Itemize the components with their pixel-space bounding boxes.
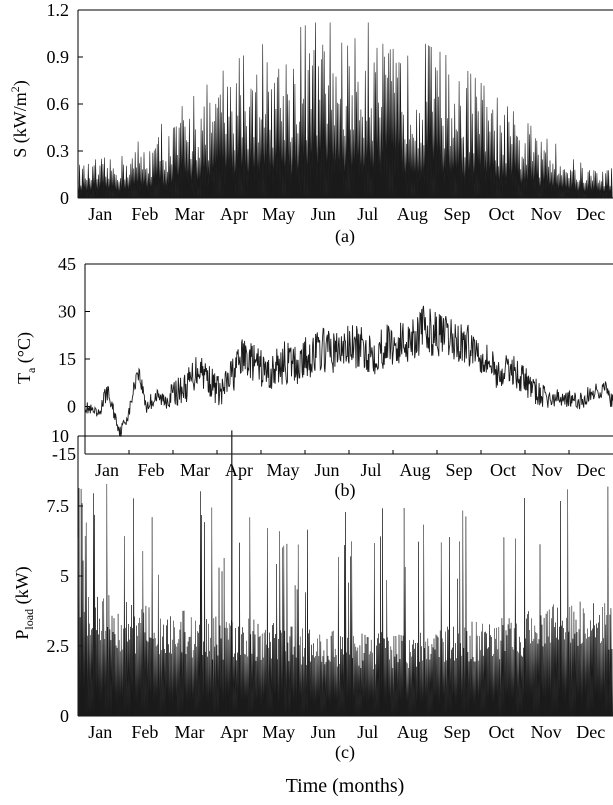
x-tick-label: Sep (446, 460, 473, 480)
figure-xlabel: Time (months) (286, 775, 405, 797)
x-tick-label: Nov (531, 204, 562, 224)
x-tick-label: Aug (397, 204, 428, 224)
x-tick-label: Jan (95, 460, 119, 480)
y-tick-label: 0 (67, 397, 76, 417)
series-load-power (77, 483, 613, 717)
x-tick-label: May (262, 722, 295, 742)
y-tick-label: 15 (58, 349, 76, 369)
y-tick-label: 0 (60, 706, 69, 726)
panel-c-ylabel-sub: load (22, 609, 36, 630)
panel-b-ylabel: Ta (°C) (14, 332, 38, 384)
panel-b-ambient-temperature: Ta (°C) (b) -15 0 15 30 45 Jan Feb Mar Apr May Jun… (14, 254, 613, 501)
panel-c-load-power: Pload (kW) (c) 0 2.5 5 7.5 10 Jan Feb Mar Apr May… (12, 426, 613, 763)
y-tick-label: 30 (58, 302, 76, 322)
y-tick-label: 1.2 (47, 0, 70, 20)
series-solar-irradiance (77, 22, 613, 199)
x-tick-label: Jul (357, 722, 378, 742)
x-tick-label: Jan (88, 204, 112, 224)
x-tick-label: May (267, 460, 300, 480)
panel-b-caption: (b) (335, 480, 356, 501)
x-tick-label: Jul (360, 460, 381, 480)
x-tick-label: Feb (131, 204, 158, 224)
x-tick-label: May (262, 204, 295, 224)
x-tick-label: Apr (220, 204, 248, 224)
x-tick-label: Nov (531, 722, 562, 742)
panel-a-ylabel-tail: ) (10, 80, 31, 86)
x-tick-label: Dec (576, 722, 605, 742)
x-tick-label: Dec (576, 204, 605, 224)
y-tick-label: 0.3 (47, 141, 70, 161)
x-tick-label: Mar (180, 460, 210, 480)
x-tick-label: Feb (138, 460, 165, 480)
panel-a-ylabel: S (kW/m2) (8, 80, 31, 158)
x-tick-label: Aug (400, 460, 431, 480)
y-tick-label: 0 (60, 188, 69, 208)
panel-a-caption: (a) (335, 226, 355, 247)
y-tick-label: 5 (60, 566, 69, 586)
x-tick-label: Mar (174, 722, 204, 742)
x-tick-label: Sep (443, 722, 470, 742)
panel-c-caption: (c) (335, 742, 355, 763)
y-tick-label: 45 (58, 254, 76, 274)
panel-b-ylabel-main: T (14, 373, 34, 384)
y-tick-label: 10 (51, 426, 69, 446)
panel-c-ylabel-tail: (kW) (12, 566, 33, 608)
x-tick-label: Jan (88, 722, 112, 742)
panel-c-ylabel-main: P (12, 630, 32, 640)
x-tick-label: Oct (489, 204, 515, 224)
svg-text:Pload (kW): Pload (kW) (12, 566, 36, 639)
x-tick-label: Jun (311, 204, 336, 224)
panel-a-solar-irradiance: S (kW/m2) (a) 0 0.3 0.6 0.9 1.2 Jan Feb Mar Apr M… (8, 0, 613, 247)
x-tick-label: Jun (311, 722, 336, 742)
svg-text:S (kW/m2): S (kW/m2) (8, 80, 31, 158)
panel-b-ylabel-tail: (°C) (14, 332, 35, 368)
x-tick-label: Mar (174, 204, 204, 224)
x-tick-label: Apr (225, 460, 253, 480)
x-tick-label: Jul (357, 204, 378, 224)
x-tick-label: Jun (314, 460, 339, 480)
x-tick-label: Nov (532, 460, 563, 480)
x-tick-label: Oct (490, 460, 516, 480)
panel-b-ylabel-sub: a (24, 367, 38, 373)
x-tick-label: Dec (577, 460, 606, 480)
x-tick-label: Oct (489, 722, 515, 742)
x-tick-label: Apr (220, 722, 248, 742)
y-tick-label: 7.5 (47, 496, 70, 516)
y-tick-label: 0.9 (47, 47, 70, 67)
y-tick-label: 0.6 (47, 94, 70, 114)
panel-c-ylabel: Pload (kW) (12, 566, 36, 639)
y-tick-label: 2.5 (47, 636, 70, 656)
panel-a-ylabel-sup: 2 (8, 86, 22, 92)
svg-text:Ta (°C): Ta (°C) (14, 332, 38, 384)
panel-a-ylabel-main: S (kW/m (10, 92, 31, 158)
series-ambient-temperature (84, 305, 613, 437)
x-tick-label: Sep (443, 204, 470, 224)
x-tick-label: Aug (397, 722, 428, 742)
x-tick-label: Feb (131, 722, 158, 742)
y-tick-label: -15 (52, 444, 76, 464)
